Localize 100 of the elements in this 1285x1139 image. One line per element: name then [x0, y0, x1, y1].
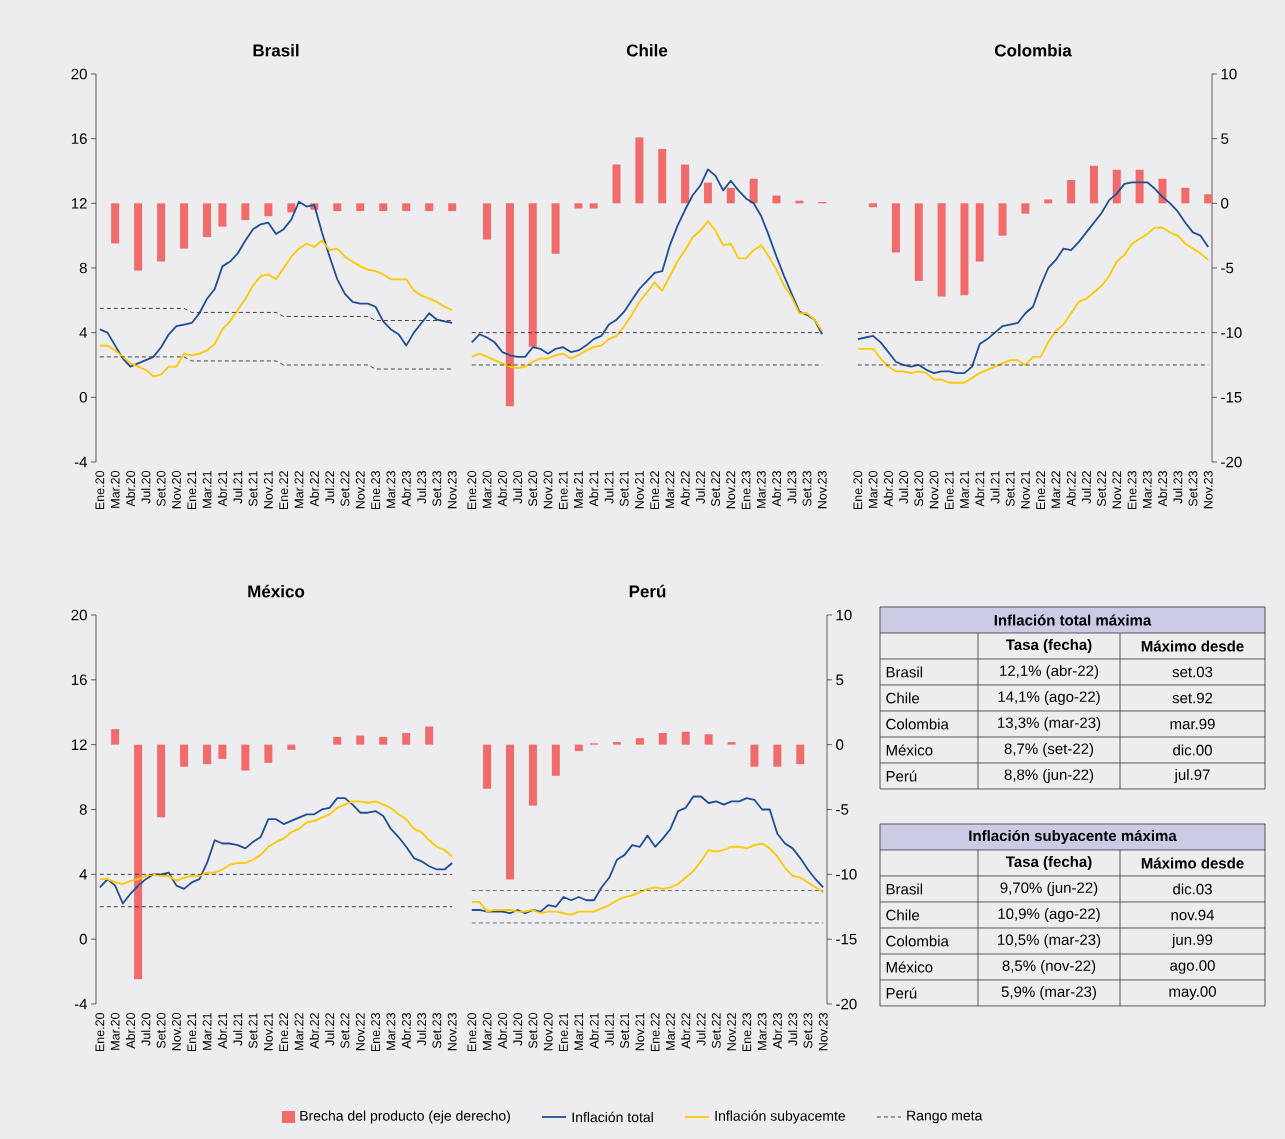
x-tick-label: Nov.22 [726, 471, 736, 509]
bar [1204, 194, 1213, 204]
bar [1067, 180, 1076, 204]
bar [180, 744, 189, 767]
bar [658, 149, 667, 204]
x-tick-label: Set.20 [156, 1013, 166, 1049]
x-tick-label: Abr.22 [309, 1013, 319, 1049]
bar [333, 736, 342, 745]
y2-tick-label: -15 [836, 933, 857, 945]
x-tick-label: Abr.20 [125, 471, 136, 507]
x-tick-label: Nov.23 [447, 471, 457, 509]
bar [134, 744, 143, 980]
x-tick-label: Abr.23 [401, 1013, 411, 1049]
text: 10,5% (mar-23) [998, 934, 1101, 948]
x-tick-label: Abr.23 [1157, 471, 1168, 507]
bar [914, 203, 923, 281]
x-tick-label: Jul.23 [416, 1013, 427, 1046]
bar [704, 734, 713, 745]
bar [203, 744, 212, 765]
text: 13,3% (mar-23) [998, 717, 1101, 731]
x-tick-label: Jul.21 [604, 471, 614, 504]
x-tick-label: Set.20 [528, 471, 538, 507]
x-tick-label: Ene.22 [279, 471, 289, 510]
x-tick-label: Mar.23 [1142, 471, 1152, 508]
bar [635, 738, 644, 745]
x-tick-label: Set.21 [1005, 471, 1015, 507]
bar [356, 735, 365, 745]
category-label: México [886, 961, 933, 973]
category-label: Chile [886, 692, 920, 704]
bar [506, 744, 515, 880]
bar [379, 736, 388, 745]
text: set.03 [1172, 666, 1213, 678]
x-tick-label: Jul.21 [990, 471, 1000, 504]
x-tick-label: Nov.20 [543, 1013, 553, 1051]
x-tick-label: Jul.21 [604, 1013, 614, 1046]
y2-tick-label: -5 [1221, 262, 1234, 274]
x-tick-label: Jul.23 [788, 1013, 798, 1046]
x-tick-label: Mar.20 [482, 1013, 492, 1050]
chart-title: México [248, 584, 305, 598]
x-tick-label: Nov.23 [817, 471, 827, 509]
x-tick-label: Abr.22 [680, 471, 690, 507]
x-tick-label: Mar.20 [868, 471, 878, 508]
text: 8,7% (set-22) [1004, 743, 1094, 757]
bar [612, 164, 621, 204]
bar [1135, 169, 1144, 204]
line-series [98, 797, 454, 905]
category-label: Brasil [886, 883, 923, 895]
x-tick-label: Set.23 [432, 471, 442, 507]
chart-title: Brasil [253, 43, 299, 57]
y-tick-label: 8 [79, 262, 87, 274]
x-tick-label: Ene.22 [1036, 471, 1046, 510]
chart-title: Chile [626, 43, 668, 57]
x-tick-label: Nov.21 [635, 1013, 645, 1051]
x-tick-label: Jul.20 [141, 1013, 151, 1046]
x-tick-label: Abr.21 [217, 1013, 227, 1049]
x-tick-label: Nov.21 [1020, 471, 1030, 509]
x-tick-label: Mar.21 [202, 1013, 212, 1050]
x-tick-label: Jul.20 [512, 471, 523, 504]
y-tick-label: 4 [79, 869, 88, 880]
x-tick-label: Abr.20 [125, 1013, 136, 1049]
x-tick-label: Mar.22 [1051, 471, 1061, 508]
x-tick-label: Jul.23 [1173, 471, 1183, 504]
y-tick-label: 20 [71, 609, 87, 621]
x-tick-label: Abr.23 [401, 471, 411, 507]
x-tick-label: Nov.22 [355, 471, 365, 509]
bar [796, 744, 805, 765]
y-tick-label: 0 [79, 392, 87, 403]
bar [483, 744, 492, 789]
x-tick-label: Ene.23 [742, 1013, 752, 1052]
y2-tick-label: 5 [836, 674, 844, 686]
category-label: Tasa (fecha) [1005, 855, 1092, 870]
x-tick-label: Abr.20 [883, 471, 893, 507]
text: Inflación subyacente máxima [969, 829, 1177, 845]
x-tick-label: Set.23 [432, 1013, 442, 1049]
x-tick-label: Nov.21 [634, 471, 644, 509]
x-tick-label: Abr.20 [497, 1013, 507, 1049]
bar [157, 744, 166, 818]
legend-label: Inflación subyacemte [715, 1110, 846, 1124]
category-label: Brasil [886, 666, 923, 678]
category-label: Tasa (fecha) [1005, 638, 1092, 653]
bar [483, 203, 492, 240]
y-tick-label: 8 [79, 804, 87, 815]
text: dic.03 [1173, 883, 1212, 895]
x-tick-label: Nov.23 [447, 1013, 457, 1051]
x-tick-label: Set.22 [1097, 471, 1106, 507]
y2-tick-label: 10 [1221, 68, 1237, 80]
x-tick-label: Abr.21 [589, 471, 599, 507]
x-tick-label: Ene.21 [187, 1013, 197, 1052]
bar [425, 726, 434, 745]
text: dic.00 [1173, 744, 1212, 756]
y-tick-label: 12 [71, 198, 87, 209]
bar [703, 182, 712, 204]
category-label: Colombia [886, 718, 949, 730]
x-tick-label: Ene.21 [944, 471, 954, 510]
bar [1021, 203, 1030, 214]
y-tick-label: -4 [74, 456, 88, 468]
x-tick-label: Abr.23 [771, 471, 782, 507]
bar [551, 203, 560, 254]
x-tick-label: Mar.21 [574, 1013, 584, 1050]
bar [505, 203, 514, 407]
